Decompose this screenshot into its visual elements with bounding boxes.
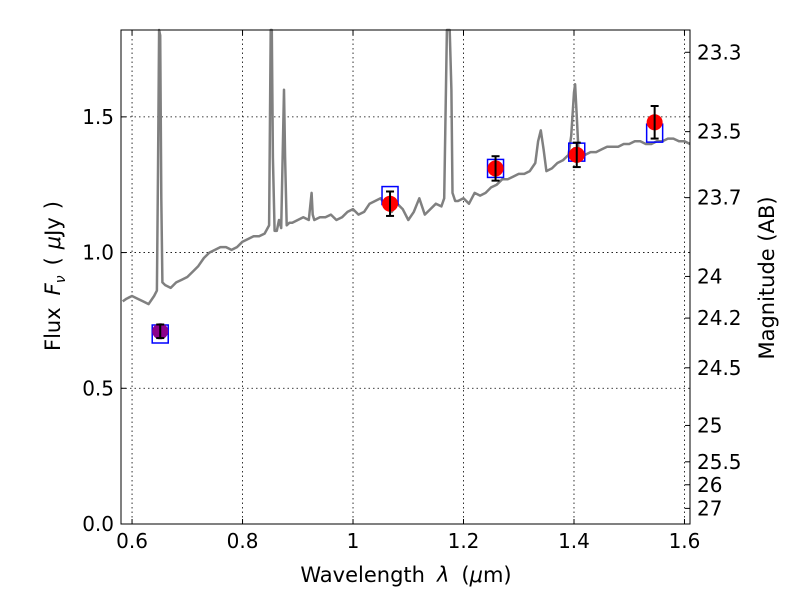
x-tick-label: 1.6	[669, 529, 701, 553]
y-tick-label: 1.5	[82, 105, 114, 129]
y2-axis-label: Magnitude (AB)	[755, 196, 779, 359]
y-tick-label: 1.0	[82, 241, 114, 265]
x-tick-label: 1	[347, 529, 360, 553]
grid	[121, 30, 690, 525]
spectrum-line	[121, 28, 691, 306]
spectrum-layer	[121, 28, 691, 306]
y-tick-label: 0.5	[82, 376, 114, 400]
plot-frame	[120, 29, 691, 525]
y2-tick-label: 23.7	[697, 186, 742, 210]
y2-tick-label: 24.5	[697, 356, 742, 380]
y2-tick-label: 24	[697, 264, 722, 288]
y-tick-label: 0.0	[82, 512, 114, 536]
x-tick-label: 1.4	[558, 529, 590, 553]
y2-tick-label: 24.2	[697, 306, 742, 330]
y2-tick-label: 25	[697, 413, 722, 437]
x-tick-label: 1.2	[448, 529, 480, 553]
y-axis-label: FluxFν(μJy)	[41, 201, 69, 351]
y2-tick-label: 25.5	[697, 450, 742, 474]
y2-tick-label: 26	[697, 473, 722, 497]
y2-tick-label: 23.5	[697, 120, 742, 144]
points-layer	[151, 105, 664, 344]
ticks: 0.6 0.8 1 1.2 1.4 1.6 0.0 0.5 1.0 1.5 23.3 23.5 23.7…	[82, 30, 742, 553]
x-tick-label: 0.6	[116, 529, 148, 553]
x-axis-label: Wavelength λ (μm)	[300, 563, 511, 587]
y2-tick-label: 27	[697, 496, 722, 520]
x-tick-label: 0.8	[227, 529, 259, 553]
y2-tick-label: 23.3	[697, 40, 742, 64]
